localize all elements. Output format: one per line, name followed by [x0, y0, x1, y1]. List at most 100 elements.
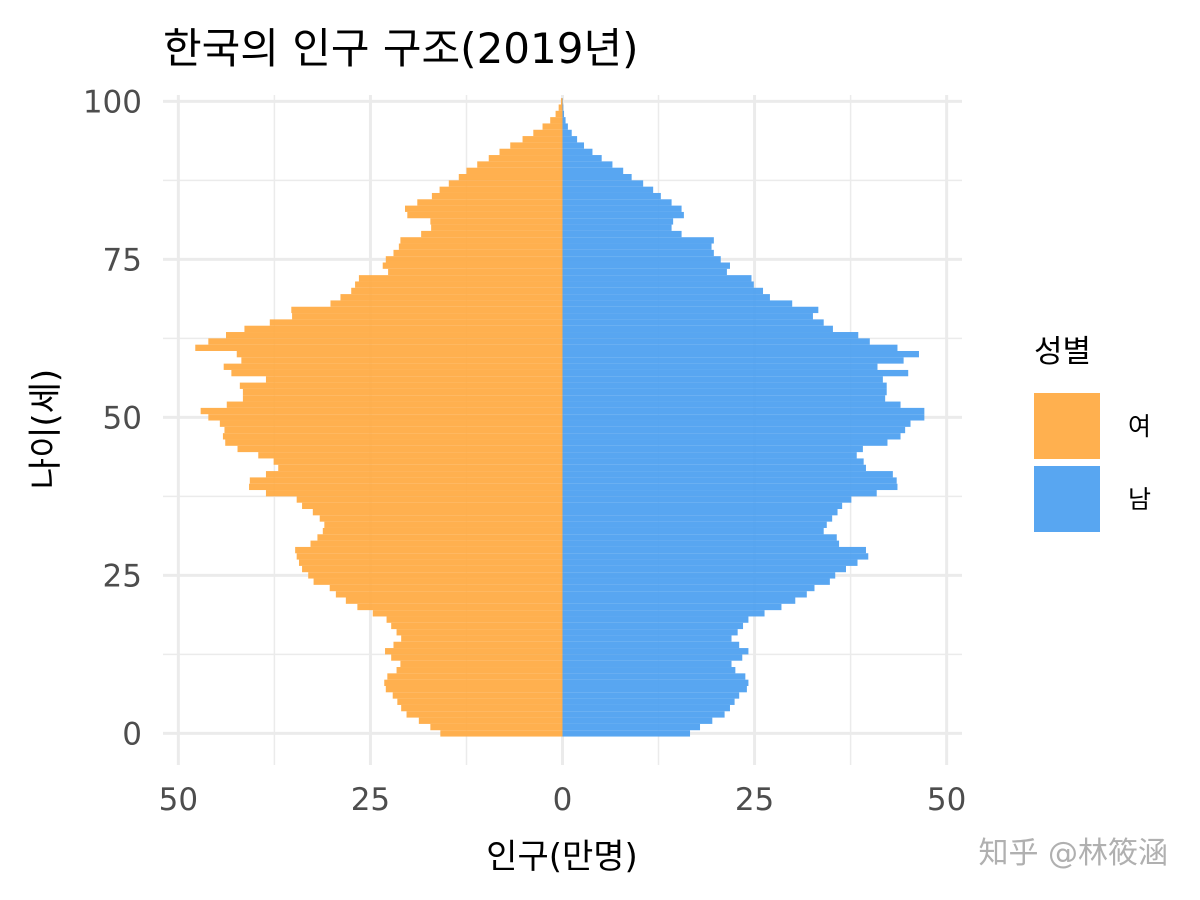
male-bar-age-40	[562, 477, 897, 484]
male-bar-age-57	[562, 369, 909, 377]
male-bar-age-73	[562, 268, 727, 276]
female-bar-age-63	[225, 332, 563, 339]
female-bar-age-48	[224, 426, 563, 434]
male-bar-age-5	[562, 698, 735, 705]
male-bar-age-62	[562, 338, 870, 345]
female-bar-age-35	[312, 509, 563, 516]
male-bar-age-78	[562, 237, 714, 244]
female-bar-age-65	[269, 319, 563, 326]
y-tick-label: 50	[103, 400, 142, 436]
male-bar-age-35	[562, 509, 838, 516]
male-bar-age-44	[562, 452, 857, 459]
male-bar-age-65	[562, 319, 824, 326]
male-bar-age-27	[562, 559, 858, 566]
legend-label: 여	[1128, 412, 1151, 441]
male-bar-age-24	[562, 578, 830, 585]
male-bar-age-13	[562, 648, 749, 655]
female-bar-age-1	[430, 723, 563, 731]
female-bar-age-73	[388, 268, 563, 276]
female-bar-age-29	[295, 546, 563, 554]
female-bar-age-36	[302, 502, 563, 510]
male-bar-age-97	[562, 117, 566, 124]
male-bar-age-31	[562, 534, 837, 541]
female-bar-age-95	[533, 129, 563, 137]
male-bar-age-23	[562, 584, 815, 592]
male-bar-age-43	[562, 458, 864, 465]
female-bar-age-92	[499, 148, 563, 156]
male-bar-age-98	[562, 110, 565, 118]
female-bar-age-54	[242, 388, 563, 396]
male-bar-age-12	[562, 654, 743, 661]
female-bar-age-87	[448, 180, 563, 187]
male-bar-age-18	[562, 616, 749, 623]
female-bar-age-84	[417, 199, 563, 206]
x-tick-label: 50	[927, 782, 966, 818]
male-bar-age-7	[562, 685, 747, 693]
male-bar-age-3	[562, 711, 725, 718]
female-bar-age-37	[296, 496, 563, 503]
female-bar-age-19	[372, 610, 563, 617]
female-bar-age-66	[292, 313, 563, 320]
male-bar-age-56	[562, 376, 883, 383]
male-bar-age-48	[562, 426, 906, 434]
male-bar-age-74	[562, 262, 730, 269]
male-bar-age-66	[562, 313, 813, 320]
female-bar-age-11	[400, 660, 563, 668]
male-bar-age-75	[562, 256, 721, 263]
female-bar-age-59	[241, 357, 563, 364]
male-bar-age-29	[562, 546, 866, 554]
female-bar-age-21	[345, 597, 563, 604]
female-bar-age-24	[313, 578, 563, 585]
female-bar-age-81	[430, 218, 563, 225]
female-bar-age-45	[237, 445, 563, 453]
female-bar-age-25	[308, 572, 563, 579]
male-bar-age-67	[562, 306, 819, 314]
female-bar-age-82	[407, 211, 563, 219]
male-bar-age-93	[562, 142, 585, 149]
male-bar-age-76	[562, 249, 714, 257]
female-bar-age-60	[236, 350, 563, 358]
male-bar-age-72	[562, 275, 752, 282]
male-bar-age-83	[562, 205, 682, 212]
male-bar-age-22	[562, 591, 807, 598]
female-bar-age-74	[382, 262, 563, 269]
female-bar-age-96	[542, 123, 563, 130]
male-bar-age-55	[562, 382, 887, 389]
female-bar-age-91	[488, 155, 563, 162]
male-bar-age-20	[562, 603, 782, 611]
female-bar-age-58	[223, 363, 563, 370]
legend-label: 남	[1128, 485, 1151, 514]
female-bar-age-40	[249, 477, 563, 484]
male-bar-age-64	[562, 325, 833, 333]
male-bar-age-1	[562, 723, 701, 731]
female-bar-age-10	[396, 667, 563, 674]
female-bar-age-0	[440, 730, 563, 737]
female-bar-age-68	[330, 300, 563, 307]
male-bar-age-77	[562, 243, 712, 250]
male-bar-age-53	[562, 395, 886, 402]
female-bar-age-39	[249, 483, 563, 491]
male-bar-age-89	[562, 167, 624, 175]
female-bar-age-71	[355, 281, 563, 288]
female-bar-age-18	[386, 616, 563, 623]
female-bar-age-93	[510, 142, 563, 149]
y-tick-label: 25	[103, 558, 142, 594]
x-tick-labels: 50 25 0 25 50	[159, 782, 967, 818]
female-bar-age-5	[397, 698, 563, 705]
male-bar-age-81	[562, 218, 674, 225]
female-bar-age-22	[335, 591, 563, 598]
male-bar-age-52	[562, 401, 901, 408]
female-bar-age-38	[265, 490, 563, 497]
female-bar-age-90	[477, 161, 563, 168]
female-bar-age-79	[421, 230, 563, 238]
male-bar-age-91	[562, 155, 602, 162]
female-bar-age-31	[317, 534, 563, 541]
female-bar-age-27	[298, 559, 563, 566]
male-bar-age-99	[562, 104, 564, 111]
male-bar-age-47	[562, 433, 901, 440]
male-bar-age-25	[562, 572, 836, 579]
female-bar-age-32	[322, 527, 563, 535]
female-bar-age-99	[558, 104, 563, 111]
male-bar-age-37	[562, 496, 852, 503]
male-bar-age-69	[562, 294, 770, 301]
